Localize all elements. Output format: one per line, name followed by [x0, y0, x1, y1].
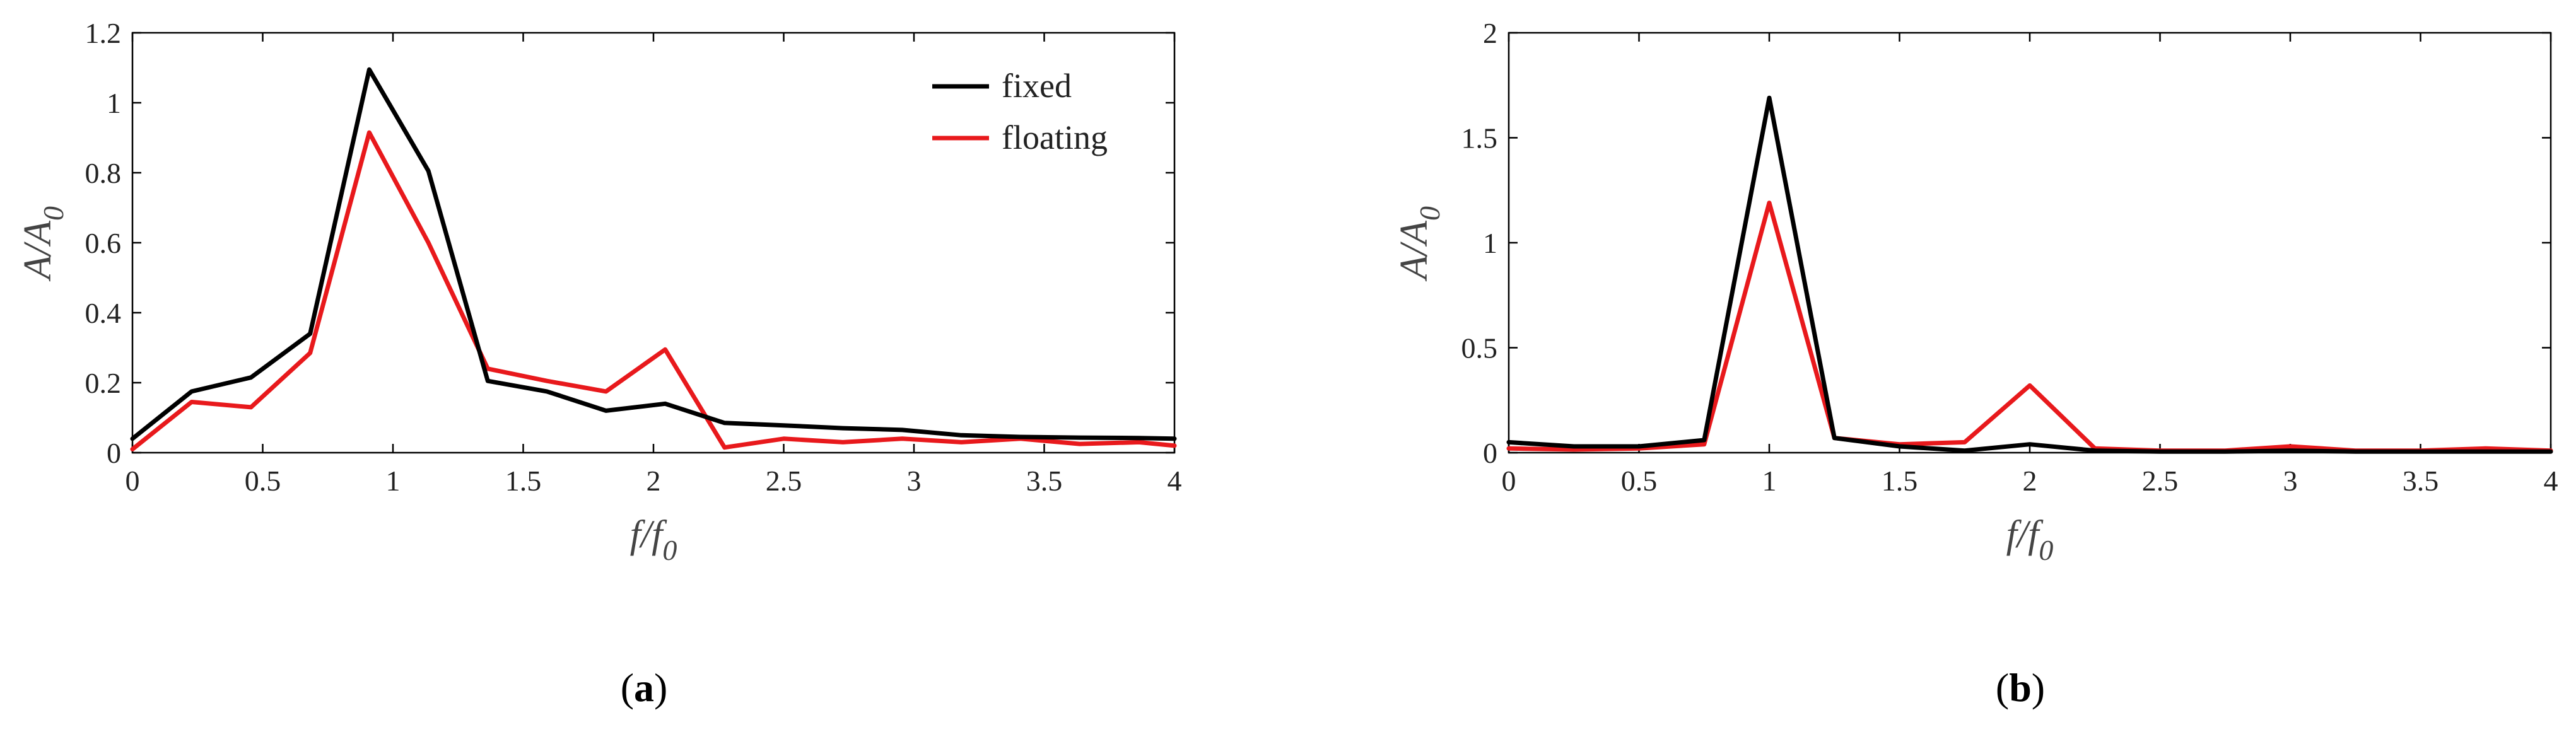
series-line-floating [130, 130, 1177, 451]
y-tick-label: 0 [1483, 437, 1497, 469]
x-tick-label: 4 [1168, 465, 1182, 497]
x-tick-label: 1.5 [1882, 465, 1918, 497]
chart-panel-b: 0 0.5 1 1.5 2 2.5 3 3.5 400.511.52f/f0A/A0(b) [1393, 17, 2558, 710]
x-axis-label-main: f/f [2006, 513, 2044, 556]
x-tick-label: 0.5 [1621, 465, 1658, 497]
panel-label: (a) [621, 665, 668, 710]
panel-label-letter: b [2009, 665, 2032, 710]
legend-label-floating: floating [1002, 119, 1108, 156]
panel-label-close: ) [2032, 665, 2045, 710]
x-axis-label-main: f/f [630, 513, 667, 556]
x-tick-label: 3 [2283, 465, 2298, 497]
x-tick-label: 3 [907, 465, 922, 497]
x-tick-label: 0 [126, 465, 140, 497]
x-tick-label: 2.5 [766, 465, 802, 497]
x-axis-label-sub: 0 [662, 534, 677, 566]
y-tick-label: 1.2 [85, 17, 122, 49]
x-tick-label: 1 [1762, 465, 1777, 497]
y-tick-label: 0.2 [85, 367, 122, 399]
x-axis-label-sub: 0 [2039, 534, 2053, 566]
y-tick-label: 1 [1483, 227, 1497, 259]
panel-label-close: ) [654, 665, 667, 710]
y-axis-label-sub: 0 [1414, 206, 1446, 221]
y-tick-label: 1.5 [1461, 122, 1498, 154]
y-axis-label-main: A/A [16, 220, 59, 282]
y-tick-label: 0 [107, 437, 121, 469]
legend: fixed floating [932, 67, 1108, 156]
x-tick-label: 3.5 [1026, 465, 1063, 497]
y-tick-label: 2 [1483, 17, 1497, 49]
series-line-series-1 [1506, 95, 2553, 454]
x-tick-label: 1 [386, 465, 401, 497]
x-tick-label: 0 [1502, 465, 1516, 497]
x-tick-label: 4 [2544, 465, 2558, 497]
y-tick-label: 0.4 [85, 297, 122, 329]
x-tick-label: 0.5 [245, 465, 281, 497]
plot-frame [1508, 32, 2552, 454]
x-axis-label: f/f0 [630, 513, 677, 566]
legend-label-fixed: fixed [1002, 67, 1072, 105]
y-axis-label: A/A0 [16, 206, 69, 282]
y-tick-label: 0.6 [85, 227, 122, 259]
panel-label: (b) [1996, 665, 2045, 710]
y-tick-label: 1 [107, 87, 121, 119]
y-axis-label-main: A/A [1393, 220, 1436, 282]
series-line-series-2 [1506, 200, 2553, 453]
x-tick-label: 2 [2023, 465, 2037, 497]
series-line-fixed [130, 67, 1177, 441]
panel-label-letter: a [634, 665, 654, 710]
y-axis-label: A/A0 [1393, 206, 1446, 282]
x-tick-label: 2 [647, 465, 661, 497]
x-tick-label: 2.5 [2142, 465, 2179, 497]
chart-panel-a: 0 0.5 1 1.5 2 2.5 3 3.5 400.20.40.60.811.2f/f0A/… [16, 17, 1182, 710]
x-tick-label: 1.5 [505, 465, 542, 497]
y-axis-label-sub: 0 [37, 206, 69, 221]
panel-label-open: ( [1996, 665, 2009, 710]
y-tick-label: 0.8 [85, 157, 122, 189]
x-tick-label: 3.5 [2403, 465, 2439, 497]
x-axis-label: f/f0 [2006, 513, 2054, 566]
panel-label-open: ( [621, 665, 634, 710]
y-tick-label: 0.5 [1461, 332, 1498, 364]
